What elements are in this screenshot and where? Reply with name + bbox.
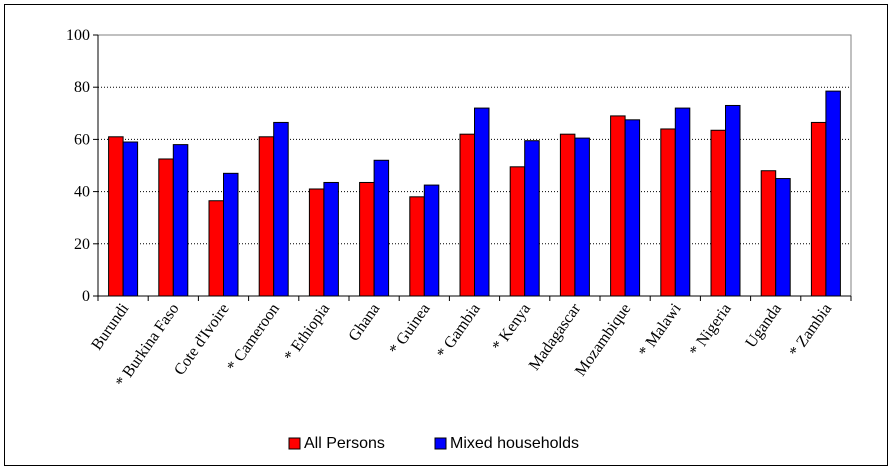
category-label: * Guinea bbox=[386, 301, 433, 358]
bar-mixed-households bbox=[323, 181, 339, 297]
bar-all-persons bbox=[710, 129, 726, 297]
bar-mixed-households bbox=[825, 90, 841, 297]
y-tick-label: 0 bbox=[82, 288, 90, 305]
bar-all-persons bbox=[810, 121, 827, 297]
bar-all-persons bbox=[660, 128, 676, 297]
bar-mixed-households bbox=[474, 107, 490, 297]
bar-all-persons bbox=[459, 133, 475, 297]
chart-frame bbox=[4, 4, 888, 466]
bar-all-persons bbox=[359, 181, 375, 297]
bar-mixed-households bbox=[725, 104, 741, 297]
category-label: Madagascar bbox=[526, 300, 585, 374]
bar-mixed-households bbox=[423, 184, 440, 297]
legend-label-mixed-households: Mixed households bbox=[450, 435, 579, 452]
category-label: * Gambia bbox=[434, 301, 484, 362]
category-label: Uganda bbox=[743, 301, 785, 352]
legend-swatch-mixed-households bbox=[434, 437, 447, 450]
bar-all-persons bbox=[208, 200, 224, 297]
category-label: * Nigeria bbox=[686, 301, 734, 360]
bar-mixed-households bbox=[273, 121, 289, 297]
bar-all-persons bbox=[158, 158, 174, 297]
y-tick-label: 80 bbox=[74, 79, 90, 96]
bar-all-persons bbox=[258, 136, 275, 297]
bar-mixed-households bbox=[122, 141, 139, 297]
bar-mixed-households bbox=[373, 159, 390, 297]
bar-mixed-households bbox=[775, 178, 791, 297]
y-tick-label: 20 bbox=[74, 236, 90, 253]
category-label: * Ethiopia bbox=[281, 301, 333, 365]
y-tick-label: 40 bbox=[74, 184, 90, 201]
category-label: * Cameroon bbox=[224, 301, 283, 375]
bar-all-persons bbox=[610, 115, 626, 297]
category-label: * Kenya bbox=[489, 301, 534, 355]
bar-mixed-households bbox=[223, 172, 239, 297]
y-tick-label: 100 bbox=[66, 27, 90, 44]
bar-all-persons bbox=[760, 170, 777, 297]
category-label: * Zambia bbox=[786, 301, 835, 361]
bar-mixed-households bbox=[574, 137, 590, 297]
bar-all-persons bbox=[559, 133, 576, 297]
y-tick-label: 60 bbox=[74, 131, 90, 148]
bar-mixed-households bbox=[172, 144, 189, 297]
bar-all-persons bbox=[308, 188, 325, 297]
bar-mixed-households bbox=[524, 140, 540, 297]
legend-swatch-all-persons bbox=[288, 437, 301, 450]
bar-all-persons bbox=[108, 136, 124, 297]
category-label: Ghana bbox=[345, 301, 383, 345]
bar-all-persons bbox=[509, 166, 526, 297]
category-label: Burundi bbox=[88, 300, 132, 353]
bar-mixed-households bbox=[674, 107, 691, 297]
bar-all-persons bbox=[409, 196, 425, 297]
legend-label-all-persons: All Persons bbox=[304, 435, 385, 452]
category-label: * Malawi bbox=[636, 300, 685, 360]
bar-mixed-households bbox=[624, 119, 641, 297]
